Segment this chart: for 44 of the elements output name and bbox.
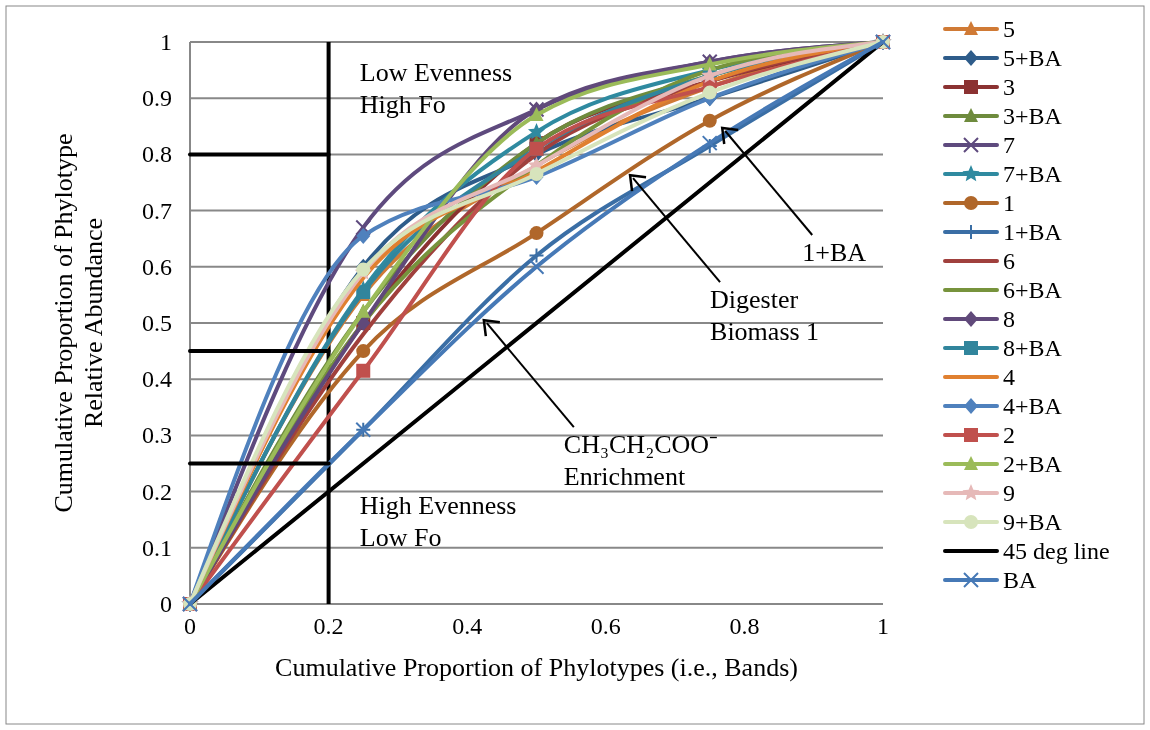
y-tick-label: 1: [160, 29, 172, 55]
legend-label: 5: [1003, 16, 1015, 42]
y-tick-label: 0.5: [142, 310, 172, 336]
annotation: 1+BA: [802, 237, 867, 267]
legend-label: 2: [1003, 422, 1015, 448]
legend-label: 2+BA: [1003, 451, 1063, 477]
x-tick-label: 0.2: [313, 613, 344, 639]
y-tick-label: 0.3: [142, 422, 172, 449]
legend-label: 6+BA: [1003, 277, 1063, 303]
y-tick-label: 0.9: [142, 85, 172, 112]
y-tick-label: 0.7: [142, 197, 172, 224]
y-tick-label: 0.4: [142, 366, 172, 393]
x-tick-label: 0: [184, 613, 196, 639]
x-tick-label: 0.4: [452, 613, 483, 639]
legend-label: 9+BA: [1003, 509, 1063, 535]
legend-label: 5+BA: [1003, 45, 1063, 71]
y-tick-label: 0.2: [142, 478, 172, 505]
y-tick-label: 0.6: [142, 253, 172, 280]
legend-label: 4: [1003, 364, 1015, 390]
y-tick-label: 0: [160, 591, 172, 617]
legend-label: 3: [1003, 74, 1015, 100]
annotation: High Evenness Low Fo: [359, 491, 517, 553]
legend-label: 9: [1003, 480, 1015, 506]
legend-label: BA: [1003, 567, 1038, 593]
legend-label: 7: [1003, 132, 1015, 158]
legend-label: 3+BA: [1003, 103, 1063, 129]
legend-label: 45 deg line: [1003, 538, 1110, 564]
legend-label: 1+BA: [1003, 219, 1063, 245]
annotation: Low Evenness High Fo: [359, 58, 513, 120]
legend-label: 8: [1003, 306, 1015, 332]
x-tick-label: 0.6: [590, 613, 621, 639]
annotation: CH₃CH₂COO⁻ Enrichment: [563, 430, 719, 492]
legend-label: 6: [1003, 248, 1015, 274]
y-tick-label: 0.1: [142, 534, 172, 561]
annotation: Digester Biomass 1: [710, 285, 820, 347]
y-axis-title: Cumulative Proportion of Phylotype Relative Abundance: [49, 133, 108, 513]
legend-label: 7+BA: [1003, 161, 1063, 187]
legend-label: 1: [1003, 190, 1015, 216]
y-tick-label: 0.8: [142, 141, 172, 168]
legend-label: 4+BA: [1003, 393, 1063, 419]
x-tick-label: 1: [877, 613, 889, 639]
x-tick-label: 0.8: [729, 613, 760, 639]
x-axis-title: Cumulative Proportion of Phylotypes (i.e., Bands): [275, 653, 798, 682]
legend-label: 8+BA: [1003, 335, 1063, 361]
